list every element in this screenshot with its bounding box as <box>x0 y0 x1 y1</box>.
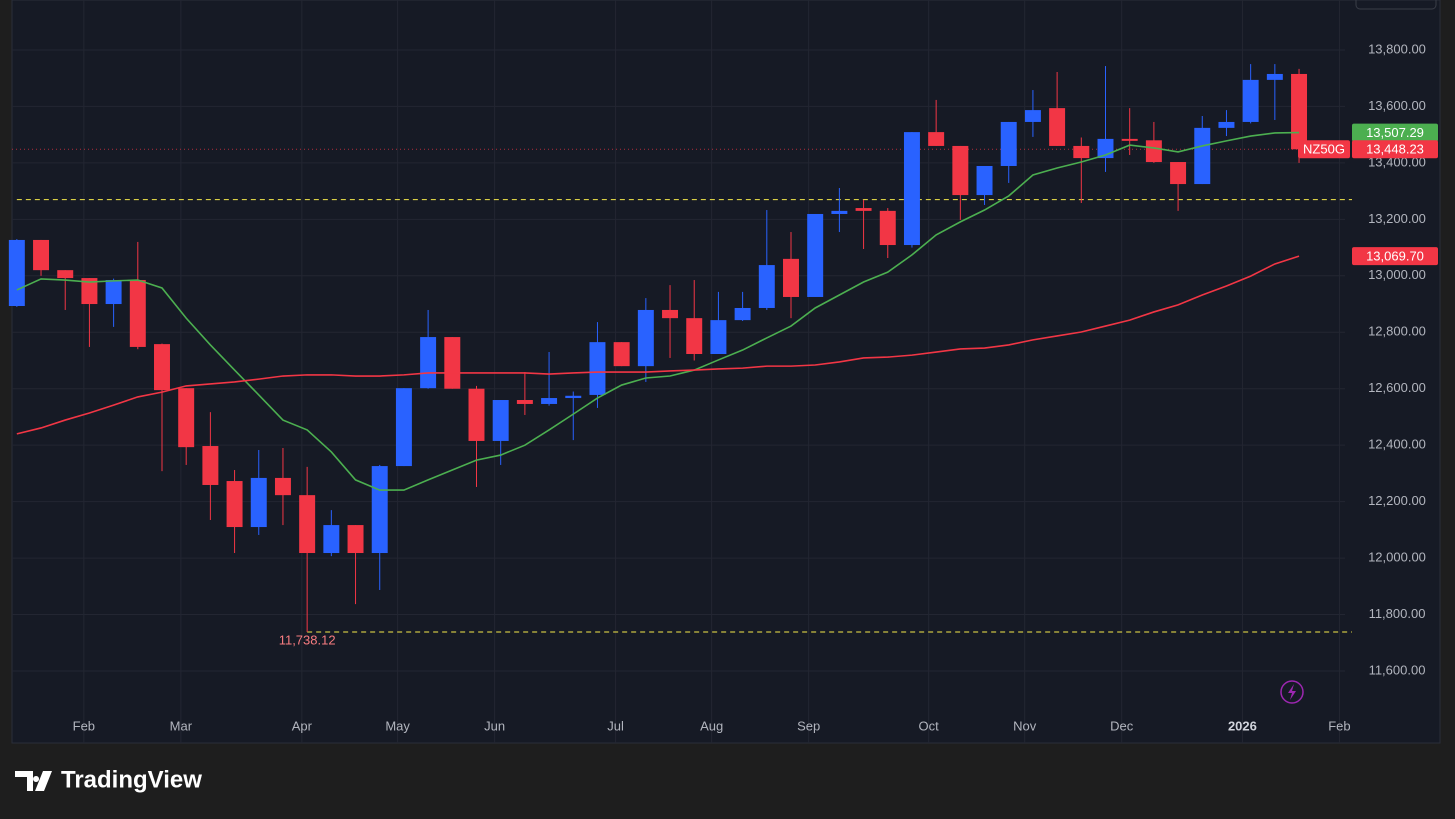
ma-price-tag-bg <box>1352 123 1438 142</box>
y-tick-label: 12,400.00 <box>1368 437 1426 452</box>
ma-price-tag: 13,507.29 <box>1366 125 1424 140</box>
candle-body <box>420 337 437 389</box>
candle-body <box>903 132 920 246</box>
candle-body <box>81 278 98 305</box>
candle-body <box>783 258 799 297</box>
candle-body <box>1145 140 1162 163</box>
candle-body <box>1242 79 1259 122</box>
brand-name: TradingView <box>61 766 202 793</box>
candle-body <box>1073 145 1090 159</box>
y-tick-label: 13,000.00 <box>1368 267 1426 282</box>
candle-body <box>1266 73 1283 80</box>
x-tick-label: 2026 <box>1228 718 1257 733</box>
x-tick-label: Oct <box>919 718 940 733</box>
lightning-icon[interactable] <box>1280 680 1304 704</box>
candle-body <box>371 466 388 554</box>
moving-average <box>16 131 1300 491</box>
ma-price-tag-bg <box>1352 247 1438 266</box>
candle-body <box>299 495 316 554</box>
candle-body <box>347 525 364 554</box>
candle-body <box>33 239 50 271</box>
candle-body <box>1218 121 1235 128</box>
candle-body <box>105 280 122 305</box>
candle-body <box>952 145 969 196</box>
toolbar-box[interactable] <box>1355 0 1437 10</box>
candle-body <box>928 132 945 146</box>
candle-body <box>1194 127 1211 185</box>
candle-body <box>323 525 340 554</box>
candle-body <box>1291 73 1308 150</box>
candle-body <box>1024 110 1041 122</box>
x-tick-label: Feb <box>1328 718 1350 733</box>
y-tick-label: 12,600.00 <box>1368 380 1426 395</box>
candle-body <box>226 481 243 528</box>
candle-body <box>516 400 533 404</box>
candle-body <box>831 210 848 214</box>
candle-body <box>855 208 872 211</box>
candle-body <box>879 210 896 246</box>
candle-body <box>541 398 558 404</box>
x-tick-label: Aug <box>700 718 723 733</box>
y-tick-label: 12,800.00 <box>1368 324 1426 339</box>
candle-body <box>565 395 582 399</box>
last-price-tag: 13,448.23 <box>1366 142 1424 157</box>
candle-body <box>589 342 606 395</box>
candle-body <box>274 477 291 496</box>
candle-body <box>129 280 146 347</box>
candle-body <box>1000 121 1017 166</box>
moving-average <box>16 255 1300 435</box>
candle-body <box>613 342 630 367</box>
candle-body <box>395 388 412 467</box>
x-tick-label: Apr <box>292 718 313 733</box>
symbol-tag: NZ50G <box>1303 142 1345 157</box>
x-tick-label: Jul <box>607 718 624 733</box>
y-tick-label: 11,800.00 <box>1369 606 1426 621</box>
y-tick-label: 13,800.00 <box>1368 41 1426 56</box>
x-tick-label: Dec <box>1110 718 1134 733</box>
candle-body <box>758 265 775 308</box>
brand-logo <box>15 771 52 791</box>
candle-body <box>468 388 485 441</box>
candle-body <box>492 400 509 441</box>
candle-body <box>57 270 74 279</box>
candle-body <box>1121 138 1138 141</box>
candle-body <box>444 337 461 389</box>
y-tick-label: 12,000.00 <box>1368 550 1426 565</box>
candle-body <box>8 239 25 307</box>
low-label: 11,738.12 <box>279 632 336 647</box>
candle-body <box>154 344 170 391</box>
y-tick-label: 13,600.00 <box>1368 98 1426 113</box>
x-tick-label: Jun <box>484 718 505 733</box>
candle-body <box>1049 108 1066 146</box>
candle-body <box>637 309 654 367</box>
candle-body <box>250 477 267 528</box>
candle-body <box>807 213 824 297</box>
y-tick-label: 13,200.00 <box>1368 211 1426 226</box>
x-tick-label: Mar <box>170 718 193 733</box>
y-tick-label: 12,200.00 <box>1368 493 1426 508</box>
candle-body <box>662 309 679 319</box>
candle-body <box>710 320 727 354</box>
candle-body <box>734 307 751 321</box>
candle-body <box>686 318 703 354</box>
ma-price-tag: 13,069.70 <box>1366 249 1424 264</box>
candle-body <box>976 165 993 196</box>
x-tick-label: Nov <box>1013 718 1037 733</box>
x-tick-label: Sep <box>797 718 820 733</box>
x-tick-label: Feb <box>73 718 95 733</box>
candle-body <box>202 446 219 485</box>
symbol-tag-bg <box>1298 140 1350 159</box>
last-price-tag-bg <box>1352 140 1438 159</box>
x-tick-label: May <box>385 718 410 733</box>
candle-body <box>178 388 195 448</box>
y-tick-label: 11,600.00 <box>1369 662 1426 677</box>
candle-body <box>1170 162 1187 185</box>
